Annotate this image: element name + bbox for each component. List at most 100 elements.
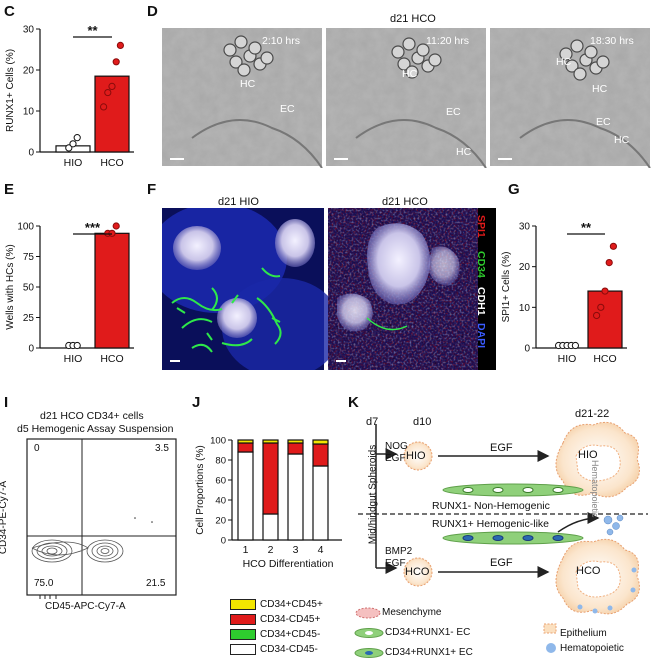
chart-c-point (116, 41, 125, 50)
panel-label-f: F (147, 181, 157, 198)
f-stain-label: DAPI (475, 323, 487, 349)
j-legend-label: CD34-CD45+ (260, 614, 321, 626)
d-scale-bar (170, 158, 184, 160)
chart-e-tick-label: 100 (17, 222, 34, 233)
chart-j-tick-label: 0 (221, 536, 226, 547)
chart-g-xlabel-hio: HIO (558, 353, 577, 365)
d-frame-time: 2:10 hrs (262, 35, 300, 47)
k-legend-epithelium: Epithelium (560, 628, 607, 639)
d-hematopoietic-cell (237, 63, 251, 77)
k-hco-small-label: HCO (405, 566, 430, 578)
d-hematopoietic-cell (397, 57, 411, 71)
chart-j-segment-cd34-cd45- (312, 443, 329, 467)
chart-j-segment-cd34-cd45- (287, 442, 304, 455)
d-frame-texture (162, 28, 322, 166)
chart-j-category-label: 3 (293, 544, 299, 556)
d-title: d21 HCO (390, 13, 436, 25)
chart-e-point (73, 341, 81, 350)
chart-c-point (69, 140, 77, 148)
chart-g-significance: ** (581, 220, 592, 235)
d-cell-label: EC (280, 103, 295, 115)
d-hematopoietic-cell (584, 45, 598, 59)
f-left-title: d21 HIO (218, 196, 259, 208)
k-nog: NOG (385, 441, 408, 452)
j-legend-label: CD34+CD45- (260, 629, 321, 641)
chart-g-point (605, 259, 613, 267)
panel-label-j: J (192, 394, 201, 411)
chart-j-category-label: 4 (318, 544, 324, 556)
k-egf-bottom: EGF (490, 557, 513, 569)
k-cutoff-text: Hematopoietic (590, 460, 600, 518)
chart-e-bar-hco (94, 232, 130, 349)
d-endothelial-strand (519, 119, 651, 168)
d-hematopoietic-cell (402, 37, 416, 51)
k-d7: d7 (366, 416, 379, 428)
chart-g-tick-label: 20 (519, 262, 531, 273)
k-legend-mesenchyme: Mesenchyme (382, 607, 442, 618)
legend-hematopoietic-icon (546, 643, 556, 653)
chart-c: 0 10 20 30 RUNX1+ Cells (%) HIO HCO ** (5, 23, 134, 169)
chart-g-tick-label: 10 (519, 303, 531, 314)
f-stain-labels: SPI1 CD34 CDH1 DAPI (475, 215, 496, 365)
chart-c-point (104, 88, 112, 97)
d-frame-time: 18:30 hrs (590, 35, 634, 47)
i-title-line1: d21 HCO CD34+ cells (40, 410, 144, 422)
panel-label-e: E (4, 181, 15, 198)
k-hemogenic-like: RUNX1+ Hemogenic-like (432, 518, 550, 530)
k-hco-large-label: HCO (576, 565, 601, 577)
i-xlabel: CD45-APC-Cy7-A (45, 601, 126, 612)
chart-e-point (112, 222, 120, 230)
k-bmp2: BMP2 (385, 546, 413, 557)
d-hematopoietic-cell (260, 51, 274, 65)
chart-e-xlabel-hio: HIO (64, 353, 83, 365)
chart-c-significance: ** (87, 23, 98, 38)
j-legend-item: CD34+CD45- (230, 629, 320, 641)
i-flow-plot (26, 438, 177, 599)
d-frame-time: 11:20 hrs (426, 35, 469, 47)
chart-c-tick-label: 10 (23, 107, 35, 118)
chart-g-xlabel-hco: HCO (593, 353, 616, 365)
j-legend-item: CD34+CD45+ (230, 599, 323, 611)
d-scale-bar (334, 158, 348, 160)
chart-e-xlabel-hco: HCO (100, 353, 123, 365)
chart-j-segment-cd34-cd45- (312, 439, 329, 445)
i-quadrant-bl: 75.0 (34, 578, 54, 589)
chart-c-tick-label: 20 (23, 66, 35, 77)
chart-j-tick-label: 40 (215, 496, 226, 507)
j-legend: CD34+CD45+ CD34-CD45+ CD34+CD45- CD34-CD45- (230, 599, 350, 661)
chart-j-segment-cd34-cd45- (312, 465, 329, 541)
k-spheroids: Mid/hindgut Spheroids (367, 444, 379, 545)
d-hematopoietic-cell (559, 47, 573, 61)
d-cell-label: HC (556, 56, 572, 68)
chart-j-ylabel: Cell Proportions (%) (195, 445, 206, 534)
j-legend-label: CD34-CD45- (260, 644, 318, 656)
chart-j-xlabel: HCO Differentiation (243, 558, 334, 570)
legend-epithelium-icon (543, 623, 557, 634)
panel-label-c: C (4, 3, 15, 20)
f-stain-label: CD34 (475, 251, 487, 278)
k-egf-top: EGF (490, 442, 513, 454)
chart-j-segment-cd34-cd45- (287, 453, 304, 541)
chart-j: 0 20 40 60 80 100 Cell Proportions (%) 1 2 3 4 HCO … (195, 436, 342, 570)
d-cell-label: HC (592, 83, 608, 95)
d-hematopoietic-cell (570, 39, 584, 53)
chart-j-segment-cd34-cd45- (237, 442, 254, 453)
k-egf-1: EGF (385, 453, 406, 464)
chart-e-tick-label: 50 (23, 283, 35, 294)
chart-g-point (609, 242, 618, 250)
d-scale-bar (498, 158, 512, 160)
chart-c-tick-label: 0 (28, 148, 34, 159)
d-endothelial-strand (355, 119, 487, 168)
panel-label-k: K (348, 394, 359, 411)
d-hematopoietic-cell (229, 55, 243, 69)
d-hematopoietic-cell (573, 67, 587, 81)
d-frame-texture (326, 28, 486, 166)
chart-c-xlabel-hio: HIO (64, 157, 83, 169)
f-stain-label: SPI1 (475, 215, 487, 238)
chart-j-segment-cd34-cd45- (237, 439, 254, 444)
d-cell-label: HC (402, 68, 418, 80)
d-hematopoietic-cell (248, 41, 262, 55)
d-hematopoietic-cell (223, 43, 237, 57)
chart-g-tick-label: 0 (524, 344, 530, 355)
